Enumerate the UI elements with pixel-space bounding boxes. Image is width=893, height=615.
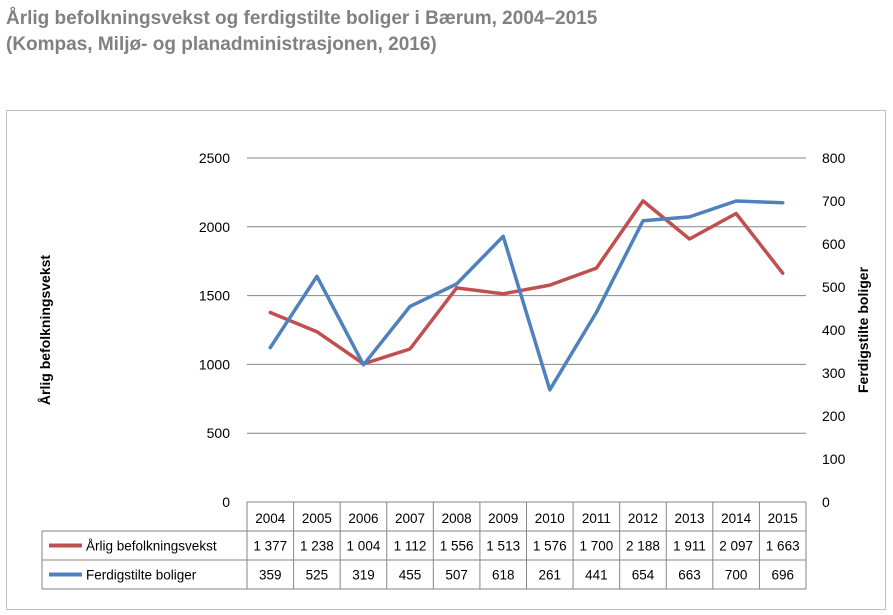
left-tick-label: 2500 xyxy=(199,150,230,166)
data-label: 1 700 xyxy=(579,539,613,554)
right-tick-label: 100 xyxy=(822,451,846,467)
right-tick-label: 300 xyxy=(822,365,846,381)
data-label: 1 377 xyxy=(253,539,287,554)
right-tick-label: 0 xyxy=(822,494,830,510)
data-label: 1 238 xyxy=(300,539,334,554)
left-tick-label: 1500 xyxy=(199,288,230,304)
series-line-ferdigstilte-boliger xyxy=(268,199,785,392)
data-label: 525 xyxy=(306,568,329,583)
x-tick-label: 2004 xyxy=(255,511,286,526)
legend-label: Ferdigstilte boliger xyxy=(86,568,197,583)
data-label: 1 004 xyxy=(347,539,381,554)
data-label: 696 xyxy=(771,568,794,583)
chart-frame xyxy=(6,110,886,610)
data-label: 261 xyxy=(539,568,562,583)
left-axis-ticks: 0 500 1000 1500 2000 2500 xyxy=(199,150,230,510)
gridlines xyxy=(247,157,806,503)
data-table: 2004 2005 2006 2007 2008 2009 2010 2011 2012 2013… xyxy=(41,502,807,590)
x-tick-label: 2005 xyxy=(302,511,332,526)
right-axis-label: Ferdigstilte boliger xyxy=(855,266,871,393)
left-axis-label: Årlig befolkningsvekst xyxy=(37,255,53,405)
right-tick-label: 500 xyxy=(822,279,846,295)
left-tick-label: 0 xyxy=(222,494,230,510)
chart-title-line-1: Årlig befolkningsvekst og ferdigstilte b… xyxy=(6,8,598,29)
right-tick-label: 400 xyxy=(822,322,846,338)
x-tick-label: 2011 xyxy=(582,511,611,526)
data-label: 441 xyxy=(585,568,608,583)
data-label: 1 556 xyxy=(440,539,474,554)
series-lines xyxy=(268,199,785,392)
series-line--rlig-befolkningsvekst xyxy=(268,199,785,366)
left-tick-label: 2000 xyxy=(199,219,230,235)
data-label: 359 xyxy=(259,568,282,583)
legend-label: Årlig befolkningsvekst xyxy=(86,539,217,554)
data-label: 455 xyxy=(399,568,422,583)
chart-title: Årlig befolkningsvekst og ferdigstilte b… xyxy=(6,6,886,58)
right-axis-ticks: 0 100 200 300 400 500 600 700 800 xyxy=(822,150,846,510)
data-label: 618 xyxy=(492,568,515,583)
right-tick-label: 700 xyxy=(822,193,846,209)
data-label: 507 xyxy=(445,568,468,583)
data-label: 1 112 xyxy=(394,539,427,554)
data-label: 1 663 xyxy=(766,539,800,554)
x-tick-label: 2015 xyxy=(768,511,798,526)
x-tick-label: 2013 xyxy=(675,511,705,526)
data-label: 700 xyxy=(725,568,748,583)
x-tick-label: 2008 xyxy=(442,511,472,526)
right-tick-label: 800 xyxy=(822,150,846,166)
x-tick-label: 2010 xyxy=(535,511,565,526)
data-label: 319 xyxy=(352,568,375,583)
x-tick-label: 2014 xyxy=(721,511,752,526)
x-tick-label: 2006 xyxy=(348,511,378,526)
data-label: 654 xyxy=(632,568,655,583)
data-label: 663 xyxy=(678,568,701,583)
data-label: 1 911 xyxy=(673,539,706,554)
data-label: 2 188 xyxy=(626,539,660,554)
x-tick-label: 2012 xyxy=(628,511,658,526)
right-tick-label: 600 xyxy=(822,236,846,252)
left-tick-label: 500 xyxy=(207,425,231,441)
left-tick-label: 1000 xyxy=(199,356,230,372)
right-tick-label: 200 xyxy=(822,408,846,424)
data-label: 1 576 xyxy=(533,539,567,554)
data-label: 1 513 xyxy=(486,539,520,554)
data-label: 2 097 xyxy=(719,539,753,554)
x-tick-label: 2007 xyxy=(395,511,425,526)
chart-title-line-2: (Kompas, Miljø- og planadministrasjonen,… xyxy=(6,34,437,55)
x-tick-label: 2009 xyxy=(488,511,518,526)
